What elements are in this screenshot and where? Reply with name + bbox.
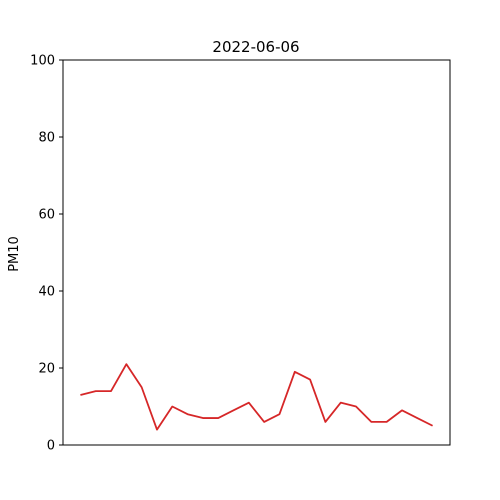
y-tick-label: 80	[38, 131, 55, 146]
y-tick-label: 100	[30, 54, 55, 69]
y-tick-label: 20	[38, 362, 55, 377]
y-tick-label: 0	[47, 439, 55, 454]
chart-title: 2022-06-06	[212, 38, 299, 56]
y-tick-label: 40	[38, 285, 55, 300]
pm10-series-line	[80, 363, 433, 431]
y-axis-ticks: 0 20 40 60 80 100	[30, 54, 63, 454]
series-layer	[80, 363, 433, 431]
y-axis-label: PM10	[7, 236, 22, 272]
y-tick-label: 60	[38, 208, 55, 223]
plot-area-frame	[62, 59, 451, 446]
